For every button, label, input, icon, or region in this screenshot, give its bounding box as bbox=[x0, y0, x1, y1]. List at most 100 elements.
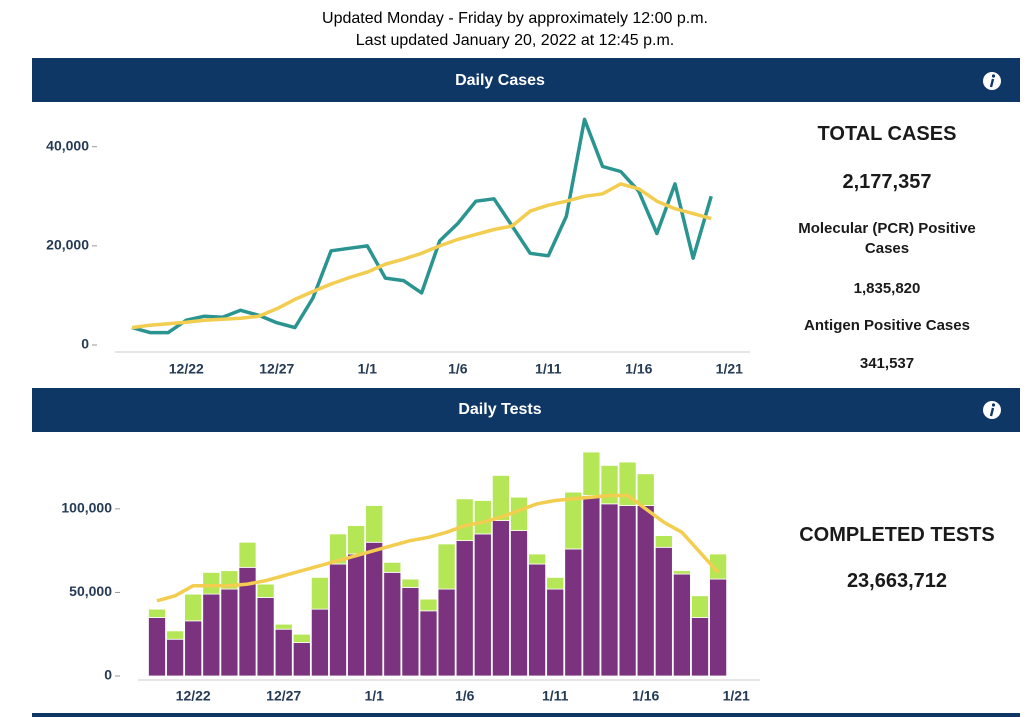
panel-title: Daily Cases bbox=[455, 72, 545, 89]
bar-segment bbox=[184, 620, 203, 677]
bar-segment bbox=[148, 608, 166, 618]
bar-segment bbox=[528, 563, 547, 677]
bar-segment bbox=[401, 587, 420, 677]
bar-segment bbox=[148, 617, 166, 677]
bar-segment bbox=[636, 473, 655, 506]
line bbox=[156, 493, 720, 603]
stat-value: 23,663,712 bbox=[846, 570, 948, 592]
bar-segment bbox=[256, 597, 275, 677]
bar-segment bbox=[347, 525, 366, 555]
bar-segment bbox=[473, 500, 492, 535]
bar-segment bbox=[582, 451, 601, 496]
x-tick-label: 12/27 bbox=[259, 361, 294, 377]
bar-segment bbox=[636, 505, 655, 677]
stat-label: Molecular (PCR) Positive Cases bbox=[798, 220, 976, 257]
x-tick-label: 1/16 bbox=[632, 688, 659, 704]
bar-segment bbox=[491, 520, 510, 677]
bar-segment bbox=[528, 553, 547, 565]
update-note: Last updated January 20, 2022 at 12:45 p… bbox=[355, 32, 675, 49]
banner bbox=[32, 713, 1020, 717]
line bbox=[131, 117, 713, 335]
bar-segment bbox=[437, 588, 456, 677]
bar-segment bbox=[419, 598, 438, 612]
stat-label: COMPLETED TESTS bbox=[799, 524, 995, 546]
x-tick-label: 12/22 bbox=[169, 361, 204, 377]
bar-segment bbox=[274, 628, 293, 677]
stat-value: 2,177,357 bbox=[842, 171, 932, 193]
bar-segment bbox=[256, 583, 275, 598]
info-icon[interactable] bbox=[983, 72, 1001, 90]
bar-segment bbox=[238, 541, 257, 568]
bar-segment bbox=[672, 573, 691, 677]
bar-segment bbox=[600, 503, 619, 677]
x-tick-label: 1/21 bbox=[723, 688, 750, 704]
bar-segment bbox=[292, 642, 311, 677]
bar-segment bbox=[383, 561, 402, 573]
line bbox=[131, 182, 712, 330]
x-tick-label: 12/22 bbox=[176, 688, 211, 704]
x-tick-label: 1/6 bbox=[448, 361, 468, 377]
bar-segment bbox=[166, 638, 185, 677]
bar-segment bbox=[347, 553, 366, 677]
bar-segment bbox=[220, 588, 239, 677]
bar-segment bbox=[329, 533, 347, 565]
x-tick-label: 1/1 bbox=[358, 361, 378, 377]
bar-segment bbox=[564, 491, 583, 550]
stat-label: TOTAL CASES bbox=[817, 123, 957, 145]
y-tick-label: 0 bbox=[104, 667, 112, 683]
bar-segment bbox=[202, 593, 221, 677]
bar-segment bbox=[546, 588, 565, 677]
bar-segment bbox=[691, 617, 709, 677]
bar-segment bbox=[491, 475, 510, 521]
bar-segment bbox=[455, 498, 474, 542]
bar-segment bbox=[564, 548, 583, 677]
y-tick-label: 20,000 bbox=[46, 237, 89, 253]
bar-segment bbox=[473, 533, 492, 677]
bar-segment bbox=[455, 540, 474, 677]
bar-segment bbox=[202, 571, 221, 595]
bar-segment bbox=[166, 630, 185, 640]
bar-segment bbox=[510, 530, 528, 677]
y-tick-label: 50,000 bbox=[69, 583, 112, 599]
y-tick-label: 100,000 bbox=[61, 500, 112, 516]
bar-segment bbox=[292, 633, 311, 643]
bar-segment bbox=[310, 608, 329, 677]
panel-title: Daily Tests bbox=[458, 401, 541, 418]
bar-segment bbox=[654, 535, 673, 548]
stat-value: 1,835,820 bbox=[853, 280, 921, 297]
y-tick-label: 40,000 bbox=[46, 137, 89, 153]
x-tick-label: 1/1 bbox=[364, 688, 384, 704]
bar-segment bbox=[274, 623, 293, 630]
bar-segment bbox=[709, 578, 728, 677]
bar-segment bbox=[184, 593, 203, 622]
x-tick-label: 1/6 bbox=[455, 688, 475, 704]
x-tick-label: 1/21 bbox=[716, 361, 743, 377]
stat-label: Antigen Positive Cases bbox=[804, 317, 970, 334]
x-tick-label: 12/27 bbox=[266, 688, 301, 704]
bar-segment bbox=[600, 464, 619, 505]
bar-segment bbox=[654, 546, 673, 677]
bar-segment bbox=[365, 541, 384, 677]
bar-segment bbox=[419, 610, 438, 677]
bar-segment bbox=[672, 570, 691, 575]
bar-segment bbox=[582, 495, 601, 677]
info-icon[interactable] bbox=[983, 401, 1001, 419]
banner bbox=[32, 58, 1020, 102]
x-tick-label: 1/11 bbox=[535, 361, 562, 377]
bar-segment bbox=[329, 563, 347, 677]
stat-value: 341,537 bbox=[859, 355, 915, 372]
bar-segment bbox=[546, 576, 565, 590]
banner bbox=[32, 388, 1020, 432]
y-tick-label: 0 bbox=[81, 336, 89, 352]
x-tick-label: 1/11 bbox=[542, 688, 569, 704]
bar-segment bbox=[401, 578, 420, 588]
bar-segment bbox=[365, 505, 384, 543]
bar-segment bbox=[618, 505, 637, 677]
bar-segment bbox=[691, 595, 709, 618]
bar-segment bbox=[383, 571, 402, 677]
bar-segment bbox=[437, 543, 456, 590]
bar-segment bbox=[310, 576, 329, 610]
bar-segment bbox=[709, 553, 728, 580]
